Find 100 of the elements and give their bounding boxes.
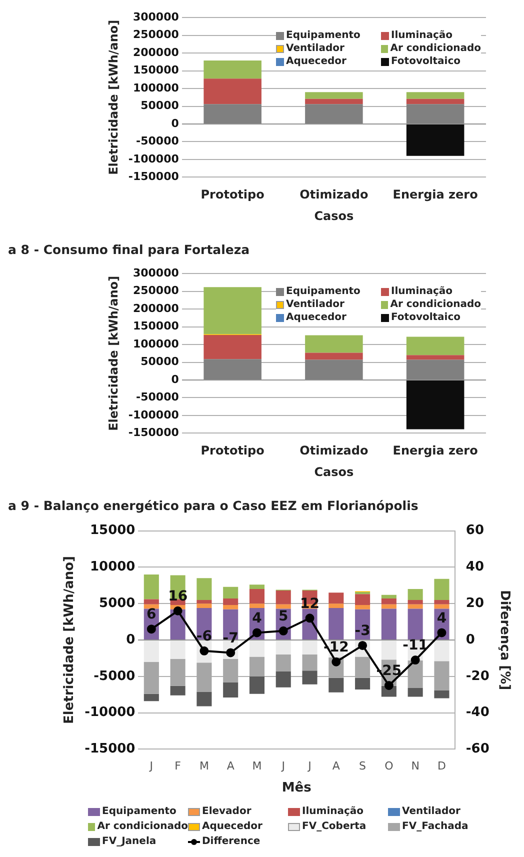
bar: [406, 124, 464, 156]
bar: [249, 584, 265, 590]
bar: [249, 640, 265, 657]
bar: [305, 92, 363, 99]
bar: [406, 380, 464, 430]
bar: [355, 678, 370, 690]
legend-label: Ar condicionado: [97, 821, 188, 832]
bar: [144, 640, 159, 662]
bar: [381, 640, 396, 660]
y-tick-label: 100000: [132, 337, 180, 350]
y-tick-label: -50000: [136, 134, 180, 148]
x-tick-label: Prototipo: [200, 188, 264, 202]
bar: [406, 92, 464, 99]
bar: [328, 604, 344, 608]
legend-label: Equipamento: [286, 286, 360, 297]
legend-label: Aquecedor: [286, 312, 346, 323]
bar: [144, 574, 159, 600]
y2-tick-label: -20: [466, 668, 490, 684]
data-label: -11: [402, 638, 428, 654]
bar: [170, 686, 186, 696]
y-tick-label: -10000: [84, 705, 136, 720]
x-tick-label: F: [174, 760, 181, 773]
chart-title: a 8 - Consumo final para Fortaleza: [8, 242, 251, 259]
bar: [249, 589, 265, 604]
legend-label: Difference: [202, 836, 260, 847]
point: [252, 628, 262, 638]
bar: [276, 604, 291, 609]
y-tick-label: 300000: [132, 266, 180, 280]
bar: [302, 640, 318, 655]
bar: [305, 104, 363, 124]
y-tick-label: -15000: [84, 742, 136, 757]
bar: [408, 600, 423, 604]
legend-label: Ar condicionado: [390, 43, 481, 54]
data-label: 6: [146, 606, 156, 623]
x-axis-title: Casos: [314, 208, 354, 223]
bar: [355, 594, 370, 606]
y-tick-label: 200000: [132, 46, 180, 59]
bar: [305, 352, 363, 360]
y-tick-label: 50000: [140, 99, 180, 112]
bar: [406, 360, 464, 380]
y-tick-label: -5000: [94, 668, 136, 684]
bar: [204, 334, 262, 360]
bar: [406, 98, 464, 104]
x-tick-label: N: [411, 760, 420, 773]
y-tick-label: -100000: [128, 408, 180, 422]
x-tick-label: M: [252, 760, 262, 773]
legend-label: FV_Coberta: [302, 821, 366, 832]
bar: [170, 640, 186, 659]
data-label: 4: [252, 610, 262, 626]
point: [410, 656, 420, 665]
bar: [305, 335, 363, 353]
bar: [276, 640, 291, 655]
y2-tick-label: 40: [466, 560, 484, 575]
bar: [434, 578, 450, 600]
y-tick-label: 15000: [90, 523, 136, 538]
bar: [381, 594, 396, 599]
legend-label: Elevador: [202, 806, 252, 817]
y-tick-label: 0: [171, 116, 180, 130]
data-label: 5: [278, 608, 288, 625]
bar: [204, 60, 262, 79]
point: [173, 606, 182, 616]
data-label: 4: [436, 610, 447, 626]
bar: [406, 104, 464, 124]
x-tick-label: J: [148, 760, 154, 773]
legend-label: FV_Fachada: [402, 821, 468, 832]
bar: [276, 654, 291, 672]
bar: [144, 599, 159, 604]
bar: [276, 590, 291, 604]
y2-axis-title: Diferença [%]: [496, 590, 512, 690]
legend-label: FV_Janela: [102, 836, 156, 847]
bar: [381, 598, 396, 604]
bar: [204, 104, 262, 124]
chart-title: a 9 - Balanço energético para o Caso EEZ em Florianópolis: [8, 498, 420, 515]
bar: [249, 676, 265, 694]
bar: [204, 78, 262, 104]
bar: [408, 688, 423, 697]
data-label: -3: [354, 623, 370, 640]
y-tick-label: 150000: [132, 64, 180, 77]
y2-tick-label: 0: [466, 632, 475, 648]
bar: [406, 355, 464, 360]
point: [384, 681, 394, 690]
legend-label: Equipamento: [102, 806, 176, 817]
bar: [328, 678, 344, 692]
x-tick-label: A: [226, 760, 235, 773]
x-tick-label: Otimizado: [300, 188, 368, 202]
bar: [355, 592, 370, 594]
y-tick-label: -50000: [136, 390, 180, 404]
y2-tick-label: 20: [466, 596, 484, 611]
x-tick-label: Prototipo: [200, 444, 264, 458]
bar: [144, 694, 159, 702]
bar: [434, 604, 450, 609]
legend-label: Iluminação: [391, 286, 453, 297]
bar: [196, 600, 212, 604]
bar: [355, 605, 370, 610]
x-tick-label: Energia zero: [392, 444, 478, 458]
bar: [328, 608, 344, 640]
x-tick-label: Otimizado: [300, 444, 368, 458]
bar: [305, 98, 363, 104]
legend-label: Ventilador: [402, 806, 460, 817]
y2-tick-label: -40: [466, 705, 490, 720]
